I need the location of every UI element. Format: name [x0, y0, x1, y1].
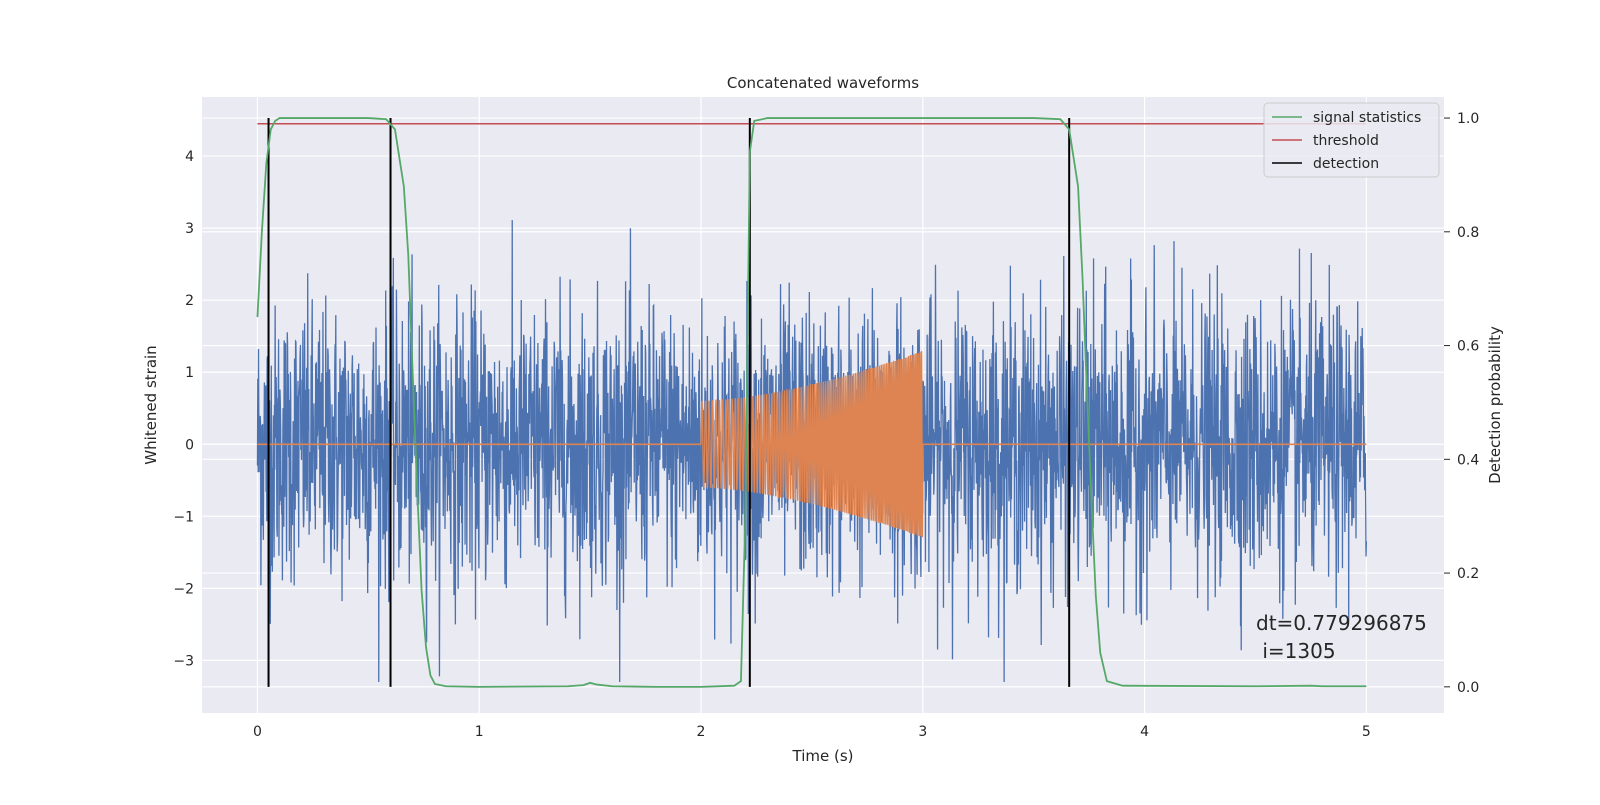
annotation-index: i=1305: [1256, 639, 1336, 663]
y-tick-label: −2: [173, 581, 194, 597]
annotation-dt: dt=0.779296875: [1256, 611, 1427, 635]
x-axis-ticks: 0 1 2 3 4 5: [253, 724, 1371, 740]
y-tick-label: 3: [185, 221, 194, 237]
legend-label-detection: detection: [1313, 156, 1379, 172]
y-tick-label: 2: [185, 293, 194, 309]
probability-series: [256, 117, 1367, 688]
y2-tick-label: 0.8: [1457, 225, 1479, 241]
noise-series: [256, 220, 1368, 683]
y2-tick-label: 0.6: [1457, 339, 1479, 355]
y-tick-label: −1: [173, 509, 194, 525]
y2-axis-ticks: 0.0 0.2 0.4 0.6 0.8 1.0: [1444, 111, 1479, 696]
y2-tick-label: 0.2: [1457, 566, 1479, 582]
y-axis-label: Whitened strain: [142, 345, 160, 464]
legend-frame: [1263, 102, 1440, 178]
x-tick-label: 2: [697, 724, 706, 740]
y-tick-label: −3: [173, 653, 194, 669]
y-tick-label: 4: [185, 149, 194, 165]
y2-axis-label: Detection probability: [1486, 326, 1504, 484]
legend-label-threshold: threshold: [1313, 133, 1379, 149]
chirp-series: [257, 351, 1367, 538]
x-tick-label: 0: [253, 724, 262, 740]
legend-label-signal-statistics: signal statistics: [1313, 110, 1421, 126]
y2-tick-label: 0.4: [1457, 452, 1479, 468]
signal-statistics-line: [256, 117, 1367, 688]
chirp-line: [700, 351, 924, 538]
noise-line: [256, 220, 1368, 683]
x-tick-label: 5: [1362, 724, 1371, 740]
legend: signal statistics threshold detection: [1263, 102, 1440, 178]
y-axis-ticks: −3 −2 −1 0 1 2 3 4: [173, 149, 194, 669]
x-tick-label: 4: [1140, 724, 1149, 740]
chart-title: Concatenated waveforms: [727, 74, 919, 92]
x-tick-label: 1: [475, 724, 484, 740]
x-axis-label: Time (s): [792, 747, 854, 765]
x-tick-label: 3: [918, 724, 927, 740]
y2-tick-label: 1.0: [1457, 111, 1479, 127]
y-tick-label: 0: [185, 437, 194, 453]
y2-tick-label: 0.0: [1457, 680, 1479, 696]
y-tick-label: 1: [185, 365, 194, 381]
